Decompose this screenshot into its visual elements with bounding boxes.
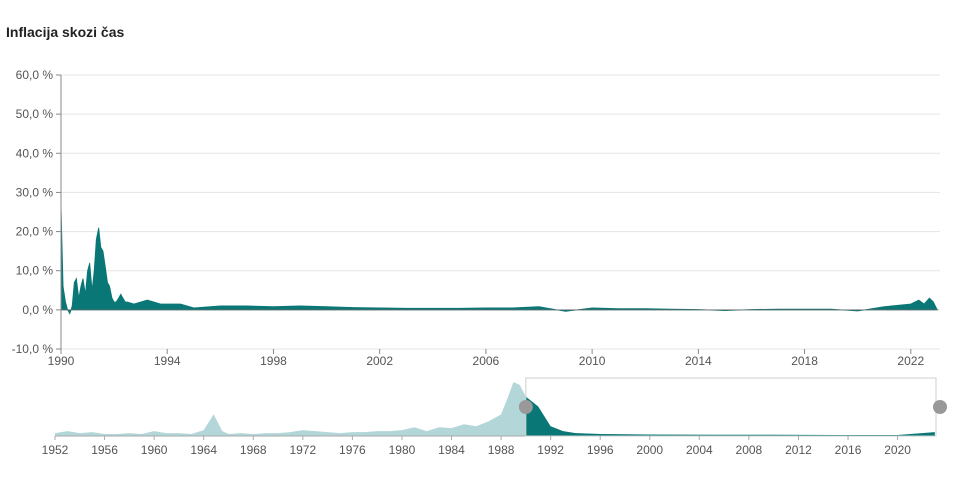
navigator-tick-label: 2016 [835, 443, 862, 457]
main-chart: 60,0 % 50,0 % 40,0 % 30,0 % 20,0 % 10,0 % 0,0 … [12, 68, 940, 368]
chart-title: Inflacija skozi čas [6, 24, 125, 40]
navigator-tick-label: 1960 [141, 443, 168, 457]
x-tick-label: 1990 [48, 354, 75, 368]
navigator-tick-label: 1956 [91, 443, 118, 457]
navigator-tick-label: 1976 [339, 443, 366, 457]
navigator-tick-label: 1980 [389, 443, 416, 457]
y-axis-ticks: 60,0 % 50,0 % 40,0 % 30,0 % 20,0 % 10,0 % 0,0 … [12, 68, 62, 356]
x-tick-label: 2022 [897, 354, 924, 368]
y-tick-label: 10,0 % [16, 264, 54, 278]
y-tick-label: 40,0 % [16, 146, 54, 160]
navigator-tick-label: 1964 [190, 443, 217, 457]
navigator-tick-label: 1996 [587, 443, 614, 457]
y-tick-label: 30,0 % [16, 185, 54, 199]
navigator-tick-label: 2008 [736, 443, 763, 457]
main-area [60, 204, 939, 315]
navigator-window [518, 377, 947, 437]
y-tick-label: 0,0 % [22, 303, 53, 317]
inflation-area [60, 204, 939, 315]
x-tick-label: 1998 [260, 354, 287, 368]
navigator-tick-label: 1972 [289, 443, 316, 457]
navigator-tick-label: 1988 [488, 443, 515, 457]
y-tick-label: -10,0 % [12, 342, 54, 356]
navigator-x-ticks: 1952 1956 1960 1964 1968 1972 1976 1980 1984 1988… [42, 436, 911, 457]
navigator-left-handle[interactable] [518, 400, 533, 414]
x-tick-label: 2018 [791, 354, 818, 368]
navigator-tick-label: 2012 [785, 443, 812, 457]
navigator-tick-label: 2000 [636, 443, 663, 457]
y-tick-label: 20,0 % [16, 225, 54, 239]
x-tick-label: 1994 [154, 354, 181, 368]
navigator-tick-label: 1992 [537, 443, 564, 457]
y-tick-label: 50,0 % [16, 107, 54, 121]
x-tick-label: 2014 [685, 354, 712, 368]
navigator-tick-label: 1952 [42, 443, 69, 457]
navigator-selected-area [525, 396, 935, 436]
navigator-tick-label: 1984 [438, 443, 465, 457]
navigator-tick-label: 1968 [240, 443, 267, 457]
navigator-full-area [55, 382, 935, 436]
y-tick-label: 60,0 % [16, 68, 54, 82]
navigator-tick-label: 2004 [686, 443, 713, 457]
x-tick-label: 2010 [579, 354, 606, 368]
x-tick-label: 2002 [366, 354, 393, 368]
navigator-right-handle[interactable] [933, 400, 947, 414]
navigator-area [55, 382, 936, 437]
x-tick-label: 2006 [473, 354, 500, 368]
navigator-tick-label: 2020 [884, 443, 911, 457]
navigator-window-frame[interactable] [525, 377, 937, 437]
x-axis-ticks: 1990 1994 1998 2002 2006 2010 2014 2018 2022 [48, 349, 924, 368]
